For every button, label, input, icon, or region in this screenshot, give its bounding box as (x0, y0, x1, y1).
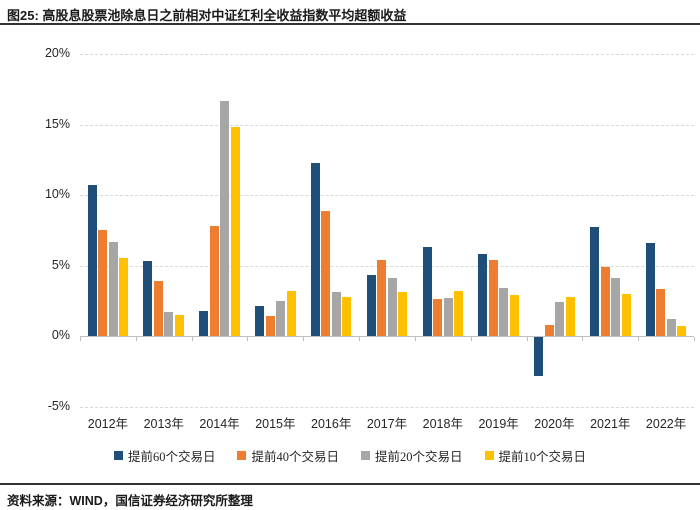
bar-2017年-提前10个交易日 (398, 292, 408, 336)
y-gridline (80, 54, 694, 55)
bar-2012年-提前60个交易日 (87, 185, 97, 336)
bar-2016年-提前10个交易日 (342, 296, 352, 336)
x-axis-category-label: 2018年 (422, 417, 463, 431)
y-axis-tick-label: 20% (44, 46, 70, 60)
y-axis-tick-label: 0% (51, 328, 70, 342)
legend-label: 提前10个交易日 (498, 450, 587, 464)
y-axis-tick-label: 5% (51, 257, 70, 272)
x-axis-category-label: 2014年 (199, 417, 240, 431)
bar-2022年-提前20个交易日 (666, 319, 676, 336)
bar-2019年-提前10个交易日 (509, 295, 519, 336)
bar-2021年-提前10个交易日 (621, 293, 631, 336)
bar-2018年-提前20个交易日 (443, 297, 453, 336)
bar-2012年-提前40个交易日 (98, 230, 108, 336)
bar-2022年-提前10个交易日 (677, 326, 687, 336)
y-axis-tick-label: 15% (44, 116, 70, 131)
title-divider (0, 23, 700, 25)
chart-title: 图25: 高股息股票池除息日之前相对中证红利全收益指数平均超额收益 (7, 8, 407, 23)
bar-2013年-提前20个交易日 (164, 312, 174, 336)
bar-2019年-提前60个交易日 (478, 254, 488, 336)
x-axis-tick (582, 337, 584, 341)
legend-label: 提前60个交易日 (127, 450, 216, 464)
legend-swatch-icon (361, 451, 370, 460)
y-axis-tick-label: -5% (47, 398, 70, 413)
x-axis-tick (135, 337, 137, 341)
footer-divider (0, 483, 700, 485)
y-gridline (80, 124, 694, 126)
x-axis-tick (247, 337, 249, 341)
bar-2012年-提前20个交易日 (108, 241, 118, 336)
bar-2017年-提前20个交易日 (387, 278, 397, 336)
bar-2013年-提前40个交易日 (153, 281, 163, 336)
legend-item: 提前20个交易日 (361, 446, 463, 465)
bar-2012年-提前10个交易日 (119, 258, 129, 336)
y-gridline (80, 406, 694, 408)
bar-2014年-提前10个交易日 (230, 127, 240, 336)
y-gridline (80, 265, 694, 267)
bar-2021年-提前60个交易日 (590, 227, 600, 336)
bar-2018年-提前40个交易日 (433, 299, 443, 336)
bar-2018年-提前60个交易日 (422, 247, 432, 336)
x-axis-category-label: 2013年 (143, 417, 184, 431)
legend-item: 提前40个交易日 (237, 446, 339, 465)
source-note: 资料来源：WIND，国信证券经济研究所整理 (7, 494, 253, 508)
x-axis-category-label: 2012年 (87, 417, 129, 431)
x-axis-category-label: 2015年 (255, 417, 296, 431)
bar-2014年-提前20个交易日 (220, 100, 230, 336)
x-axis-category-label: 2019年 (478, 417, 519, 431)
bar-2015年-提前60个交易日 (255, 306, 265, 336)
chart-legend: 提前60个交易日 提前40个交易日 提前20个交易日 提前10个交易日 (0, 446, 700, 465)
bar-2022年-提前40个交易日 (656, 289, 666, 336)
bar-2018年-提前10个交易日 (454, 290, 464, 336)
x-axis-line (80, 336, 694, 337)
bar-2019年-提前40个交易日 (488, 259, 498, 336)
legend-item: 提前10个交易日 (484, 446, 587, 465)
bar-2021年-提前40个交易日 (600, 266, 610, 336)
bar-2020年-提前40个交易日 (544, 324, 554, 336)
bar-2016年-提前60个交易日 (310, 162, 320, 336)
bar-2014年-提前40个交易日 (209, 226, 219, 336)
legend-swatch-icon (237, 451, 247, 460)
bar-2016年-提前20个交易日 (331, 292, 341, 336)
legend-item: 提前60个交易日 (113, 446, 216, 465)
x-axis-category-label: 2017年 (366, 417, 408, 431)
legend-swatch-icon (484, 451, 494, 460)
bar-2015年-提前40个交易日 (265, 316, 275, 336)
bar-2013年-提前10个交易日 (174, 314, 184, 336)
bar-2013年-提前60个交易日 (143, 261, 153, 336)
y-gridline (80, 195, 694, 196)
bar-2021年-提前20个交易日 (611, 278, 621, 336)
x-axis-tick (303, 337, 305, 341)
x-axis-tick (694, 337, 695, 341)
bar-2015年-提前10个交易日 (286, 290, 296, 336)
x-axis-category-label: 2016年 (311, 417, 352, 431)
bar-2015年-提前20个交易日 (276, 300, 286, 336)
x-axis-tick (80, 337, 81, 341)
x-axis-tick (526, 337, 528, 341)
x-axis-tick (359, 337, 361, 341)
x-axis-tick (414, 337, 416, 341)
legend-label: 提前20个交易日 (375, 450, 463, 464)
x-axis-category-label: 2021年 (590, 417, 631, 431)
x-axis-tick (191, 337, 193, 341)
x-axis-category-label: 2020年 (534, 417, 575, 431)
bar-2017年-提前60个交易日 (366, 275, 376, 336)
x-axis-category-label: 2022年 (645, 417, 687, 431)
bar-2016年-提前40个交易日 (321, 210, 331, 336)
bar-2020年-提前60个交易日 (534, 337, 544, 377)
bar-2014年-提前60个交易日 (199, 310, 209, 336)
legend-swatch-icon (113, 451, 123, 460)
x-axis-tick (470, 337, 472, 341)
y-axis-tick-label: 10% (44, 187, 70, 201)
bar-2020年-提前10个交易日 (565, 296, 575, 336)
legend-label: 提前40个交易日 (251, 450, 339, 464)
bar-2022年-提前60个交易日 (645, 242, 655, 336)
x-axis-tick (638, 337, 640, 341)
bar-2020年-提前20个交易日 (555, 302, 565, 336)
bar-2017年-提前40个交易日 (377, 259, 387, 336)
bar-2019年-提前20个交易日 (499, 288, 509, 336)
